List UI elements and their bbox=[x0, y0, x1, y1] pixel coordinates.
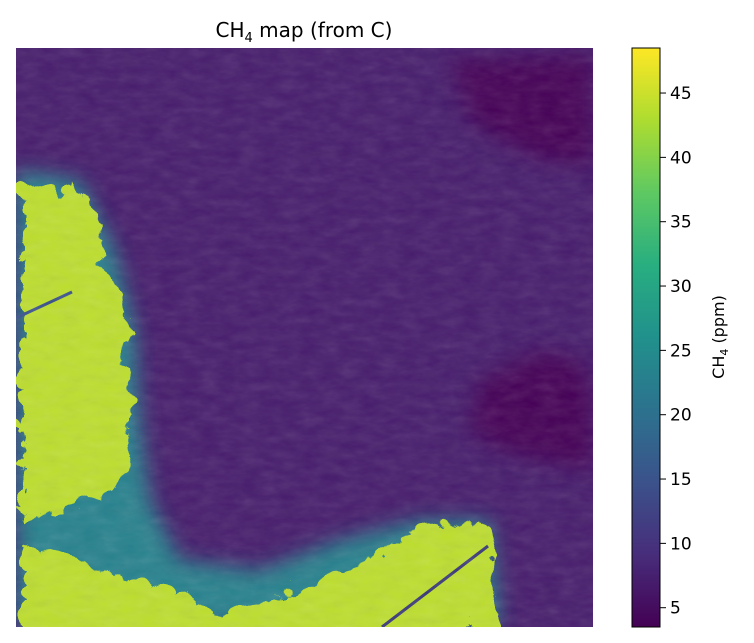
chart-title: CH4 map (from C) bbox=[216, 18, 393, 46]
colorbar-tick-label: 10 bbox=[670, 534, 692, 554]
colorbar: 5 10 15 20 25 30 35 40 45 CH4 (ppm) bbox=[631, 47, 731, 628]
colorbar-tick-label: 20 bbox=[670, 406, 692, 426]
colorbar-tick-label: 5 bbox=[670, 599, 681, 619]
colorbar-tick-label: 15 bbox=[670, 470, 692, 490]
colorbar-tick-label: 25 bbox=[670, 341, 692, 361]
colorbar-gradient bbox=[631, 47, 661, 628]
colorbar-ticks: 5 10 15 20 25 30 35 40 45 bbox=[660, 84, 692, 619]
colorbar-tick-label: 45 bbox=[670, 84, 692, 104]
colorbar-label: CH4 (ppm) bbox=[709, 295, 731, 379]
colorbar-tick-label: 40 bbox=[670, 148, 692, 168]
texture-overlay bbox=[16, 48, 593, 627]
colorbar-tick-label: 35 bbox=[670, 213, 692, 233]
colorbar-tick-label: 30 bbox=[670, 277, 692, 297]
heatmap bbox=[16, 48, 593, 627]
